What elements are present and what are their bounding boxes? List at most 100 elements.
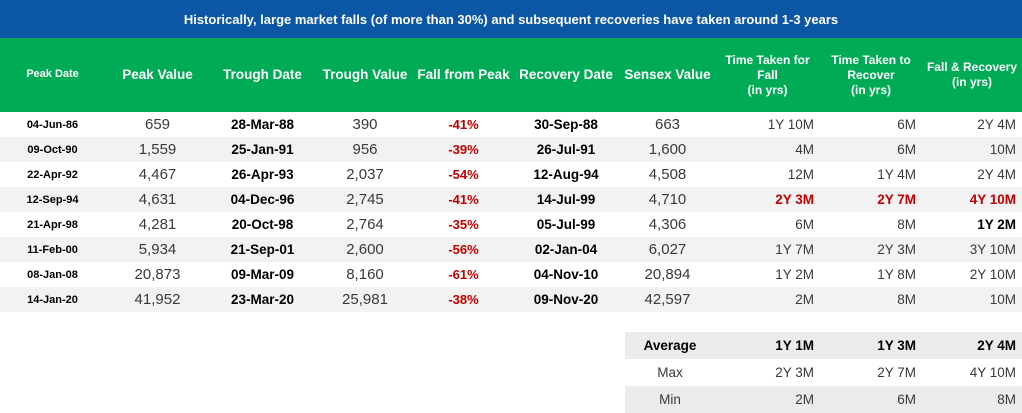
cell-fall-from-peak: -38% — [448, 292, 479, 307]
cell-sensex-value: 6,027 — [648, 241, 687, 258]
summary-fall-value: 2M — [795, 392, 814, 407]
cell-trough-date: 26-Apr-93 — [231, 167, 294, 182]
cell-peak-value: 1,559 — [138, 141, 177, 158]
cell-peak-value: 659 — [144, 116, 171, 133]
cell-sensex-value: 4,508 — [648, 166, 687, 183]
cell-recovery-date: 26-Jul-91 — [536, 142, 596, 157]
cell-trough-value: 2,764 — [346, 216, 384, 233]
cell-peak-date: 09-Oct-90 — [27, 143, 78, 156]
summary-row-average: Average 1Y 1M 1Y 3M 2Y 4M — [625, 332, 1022, 359]
cell-fall-from-peak: -41% — [448, 192, 479, 207]
cell-time-for-fall: 1Y 2M — [775, 267, 814, 282]
column-header-trough-date: Trough Date — [223, 66, 302, 82]
summary-table: Average 1Y 1M 1Y 3M 2Y 4M Max 2Y 3M 2Y 7… — [625, 332, 1022, 413]
cell-trough-date: 21-Sep-01 — [230, 242, 295, 257]
cell-recovery-date: 30-Sep-88 — [534, 117, 598, 132]
cell-peak-value: 4,631 — [138, 191, 177, 208]
cell-fall-from-peak: -56% — [448, 242, 479, 257]
column-header-row: Peak Date Peak Value Trough Date Trough … — [0, 38, 1022, 112]
table-row: 22-Apr-92 4,467 26-Apr-93 2,037 -54% 12-… — [0, 162, 1022, 187]
cell-peak-value: 20,873 — [134, 266, 181, 283]
cell-fall-from-peak: -54% — [448, 167, 479, 182]
cell-sensex-value: 20,894 — [644, 266, 691, 283]
summary-total-value: 8M — [997, 392, 1016, 407]
cell-fall-and-recovery: 2Y 4M — [977, 167, 1016, 182]
summary-total-value: 4Y 10M — [969, 365, 1016, 380]
cell-time-to-recover: 2Y 3M — [877, 242, 916, 257]
cell-fall-from-peak: -35% — [448, 217, 479, 232]
cell-trough-value: 390 — [352, 116, 378, 133]
cell-time-for-fall: 6M — [795, 217, 814, 232]
cell-recovery-date: 04-Nov-10 — [533, 267, 599, 282]
cell-sensex-value: 1,600 — [648, 141, 687, 158]
cell-peak-value: 4,467 — [138, 166, 177, 183]
title-bar: Historically, large market falls (of mor… — [0, 0, 1022, 38]
summary-recover-value: 1Y 3M — [877, 338, 916, 353]
cell-recovery-date: 02-Jan-04 — [534, 242, 598, 257]
cell-fall-and-recovery: 1Y 2M — [977, 217, 1016, 232]
cell-time-to-recover: 6M — [897, 142, 916, 157]
cell-peak-value: 5,934 — [138, 241, 177, 258]
column-header-trough-value: Trough Value — [322, 66, 408, 82]
cell-time-for-fall: 2Y 3M — [775, 192, 814, 207]
cell-peak-date: 21-Apr-98 — [27, 218, 78, 231]
cell-time-for-fall: 12M — [787, 167, 814, 182]
cell-trough-value: 2,600 — [346, 241, 384, 258]
cell-time-to-recover: 8M — [897, 292, 916, 307]
table-row: 21-Apr-98 4,281 20-Oct-98 2,764 -35% 05-… — [0, 212, 1022, 237]
cell-fall-from-peak: -41% — [448, 117, 479, 132]
cell-trough-date: 04-Dec-96 — [230, 192, 295, 207]
cell-peak-date: 12-Sep-94 — [26, 193, 79, 206]
cell-trough-date: 25-Jan-91 — [231, 142, 294, 157]
cell-sensex-value: 42,597 — [644, 291, 691, 308]
cell-time-for-fall: 1Y 7M — [775, 242, 814, 257]
cell-peak-date: 22-Apr-92 — [27, 168, 78, 181]
summary-row-max: Max 2Y 3M 2Y 7M 4Y 10M — [625, 359, 1022, 386]
cell-peak-date: 11-Feb-00 — [27, 243, 78, 256]
summary-row-min: Min 2M 6M 8M — [625, 386, 1022, 413]
column-header-peak-value: Peak Value — [122, 66, 193, 82]
cell-recovery-date: 09-Nov-20 — [533, 292, 599, 307]
cell-trough-date: 28-Mar-88 — [230, 117, 295, 132]
column-header-fall-and-recovery: Fall & Recovery (in yrs) — [926, 60, 1018, 89]
table-row: 08-Jan-08 20,873 09-Mar-09 8,160 -61% 04… — [0, 262, 1022, 287]
table-row: 14-Jan-20 41,952 23-Mar-20 25,981 -38% 0… — [0, 287, 1022, 312]
column-header-time-taken-for-fall: Time Taken for Fall (in yrs) — [725, 52, 810, 97]
table-body: 04-Jun-86 659 28-Mar-88 390 -41% 30-Sep-… — [0, 112, 1022, 312]
cell-fall-from-peak: -61% — [448, 267, 479, 282]
cell-recovery-date: 12-Aug-94 — [533, 167, 599, 182]
summary-fall-value: 1Y 1M — [775, 338, 814, 353]
cell-trough-value: 2,037 — [346, 166, 384, 183]
cell-trough-value: 956 — [352, 141, 378, 158]
cell-fall-and-recovery: 4Y 10M — [969, 192, 1016, 207]
cell-trough-date: 09-Mar-09 — [230, 267, 295, 282]
cell-trough-date: 23-Mar-20 — [230, 292, 295, 307]
cell-time-to-recover: 2Y 7M — [877, 192, 916, 207]
page-title: Historically, large market falls (of mor… — [183, 11, 839, 27]
cell-trough-value: 2,745 — [346, 191, 384, 208]
cell-sensex-value: 4,710 — [648, 191, 687, 208]
column-header-time-taken-to-recover: Time Taken to Recover (in yrs) — [831, 52, 911, 97]
summary-total-value: 2Y 4M — [977, 338, 1016, 353]
summary-label: Max — [657, 365, 683, 380]
cell-peak-date: 14-Jan-20 — [27, 293, 78, 306]
cell-recovery-date: 05-Jul-99 — [536, 217, 596, 232]
cell-fall-and-recovery: 2Y 4M — [977, 117, 1016, 132]
cell-trough-date: 20-Oct-98 — [231, 217, 294, 232]
cell-time-for-fall: 2M — [795, 292, 814, 307]
cell-time-for-fall: 4M — [795, 142, 814, 157]
cell-sensex-value: 4,306 — [648, 216, 687, 233]
cell-recovery-date: 14-Jul-99 — [536, 192, 596, 207]
summary-label: Min — [659, 392, 681, 407]
summary-fall-value: 2Y 3M — [775, 365, 814, 380]
cell-fall-and-recovery: 10M — [989, 292, 1016, 307]
cell-time-for-fall: 1Y 10M — [767, 117, 814, 132]
summary-recover-value: 2Y 7M — [877, 365, 916, 380]
cell-peak-date: 08-Jan-08 — [27, 268, 78, 281]
cell-peak-value: 41,952 — [134, 291, 181, 308]
cell-trough-value: 25,981 — [342, 291, 388, 308]
column-header-sensex-value: Sensex Value — [624, 66, 711, 82]
summary-label: Average — [643, 338, 697, 353]
column-header-peak-date: Peak Date — [26, 68, 79, 81]
